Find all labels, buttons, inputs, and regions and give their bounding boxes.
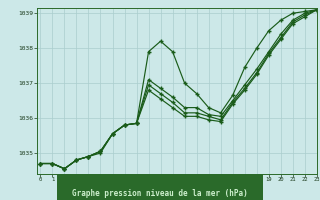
Text: Graphe pression niveau de la mer (hPa): Graphe pression niveau de la mer (hPa)	[72, 189, 248, 198]
